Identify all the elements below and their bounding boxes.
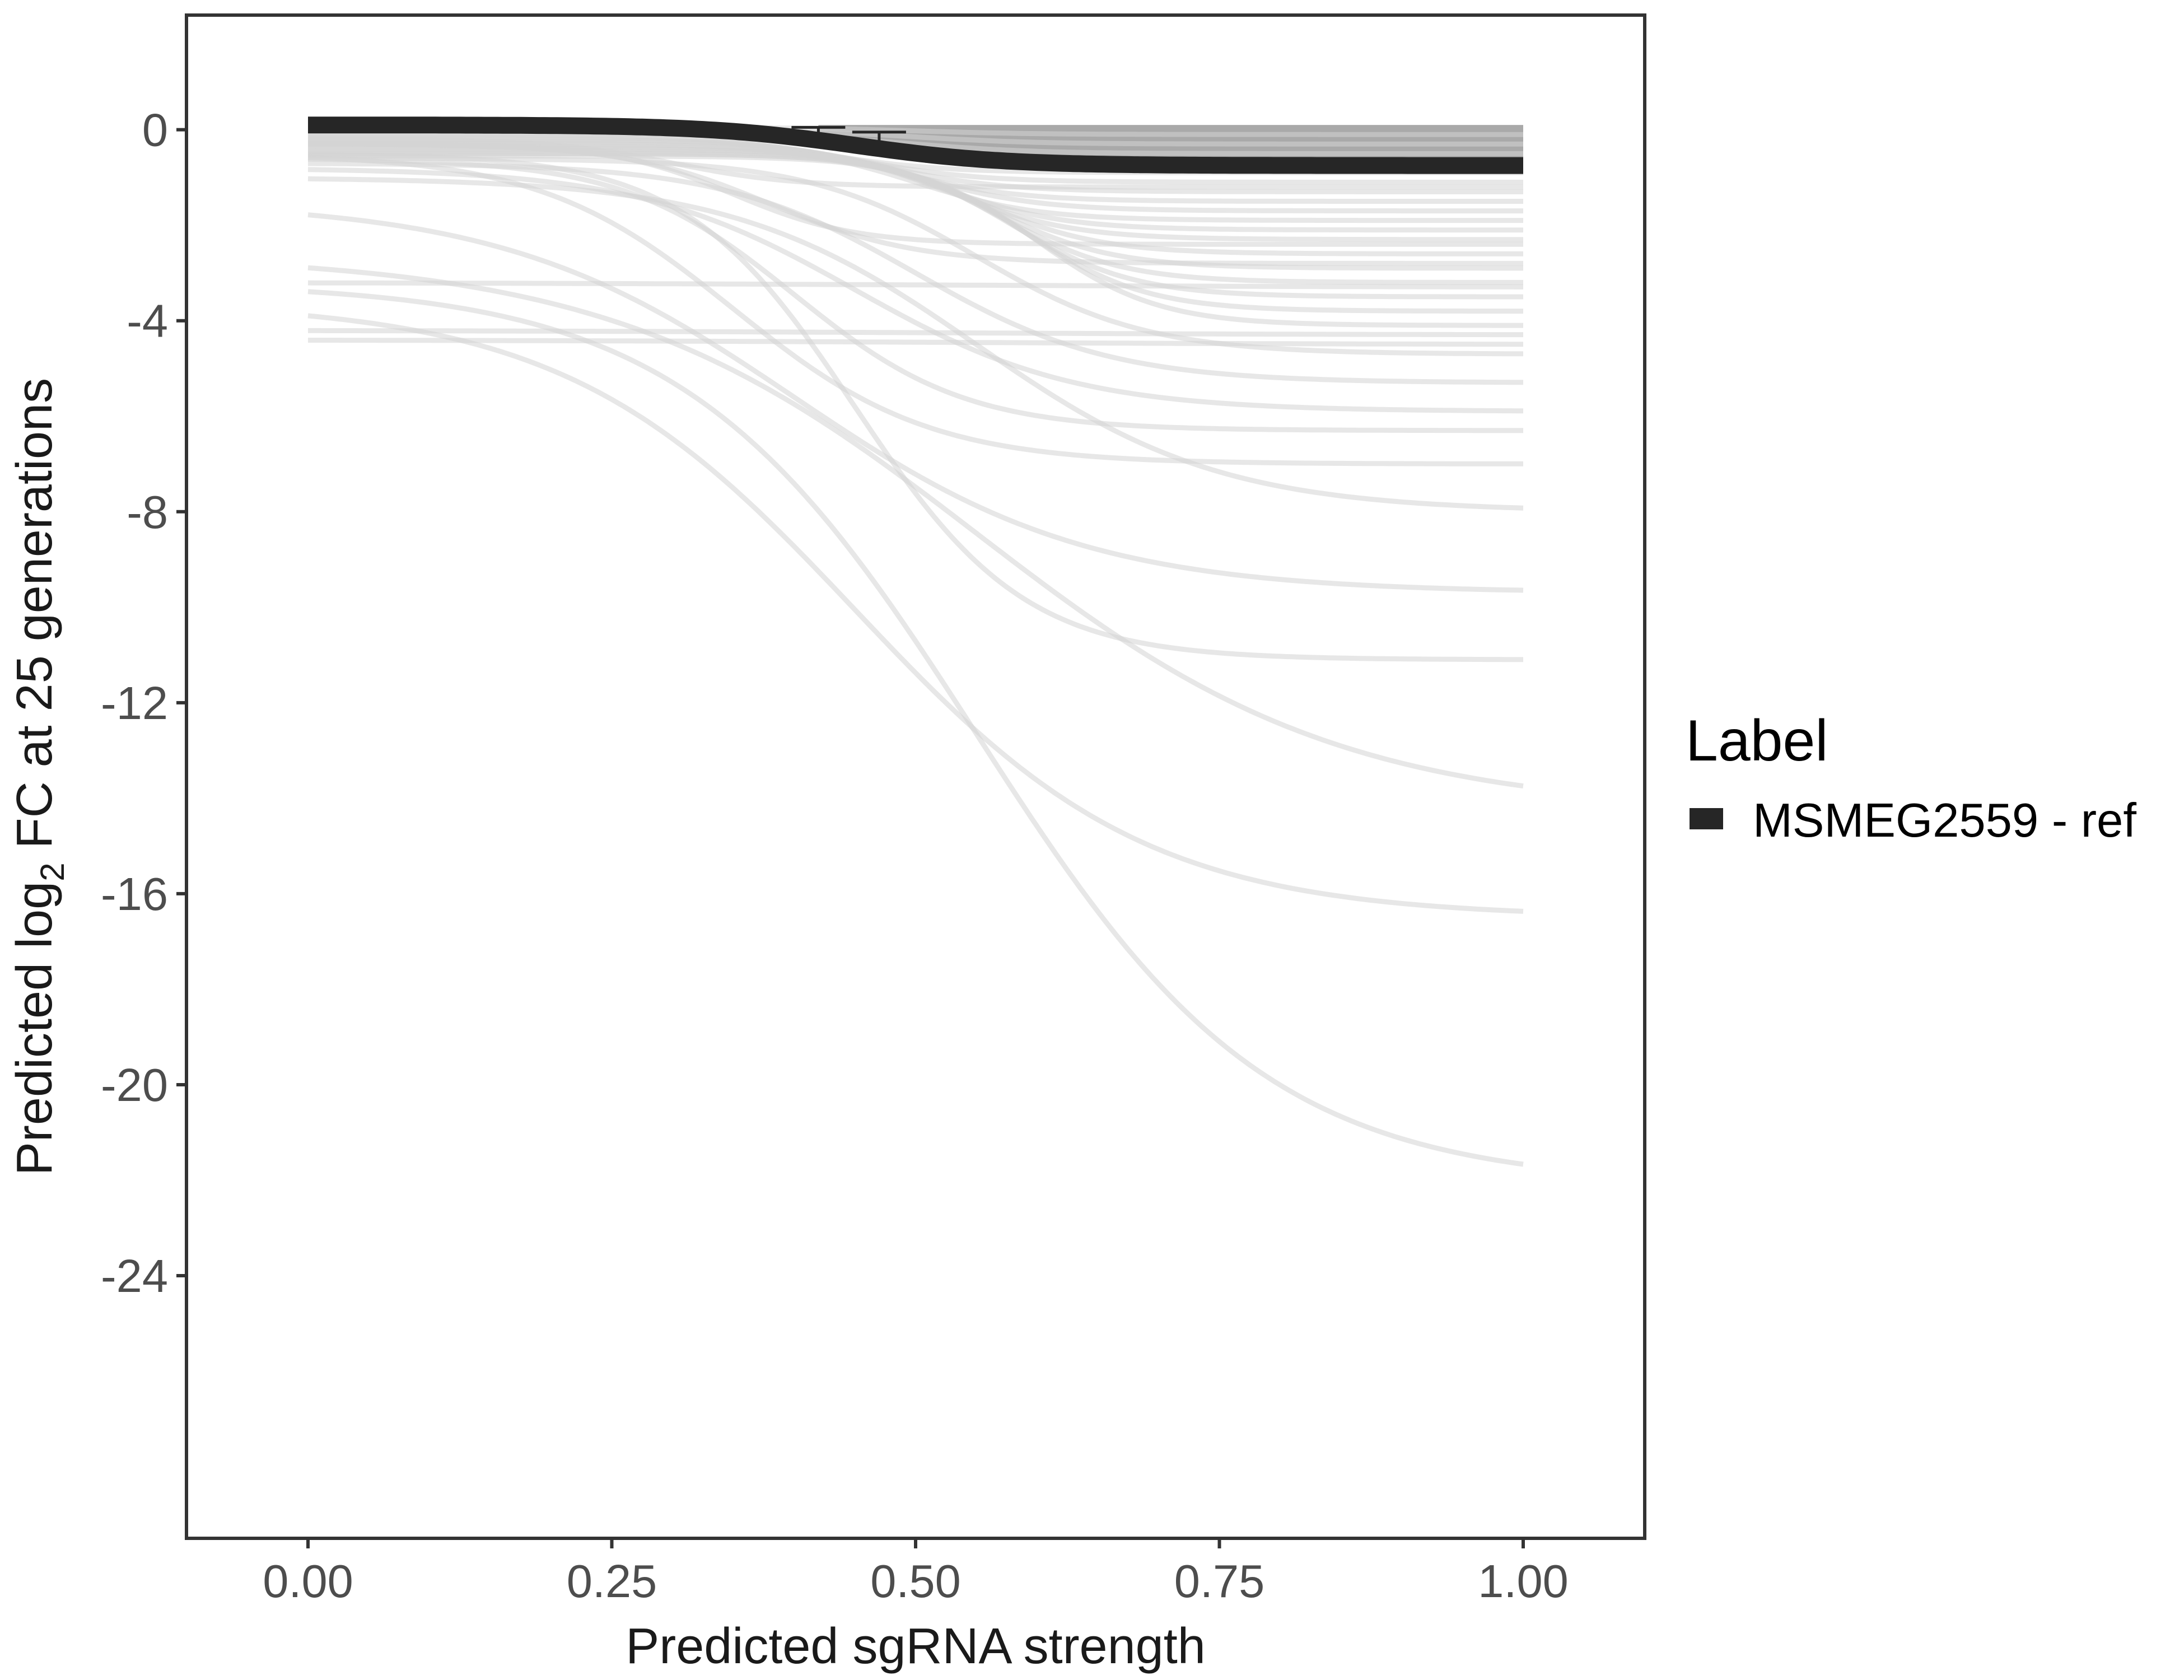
legend: Label MSMEG2559 - ref [1686, 708, 2136, 847]
background-line-27 [308, 338, 1523, 347]
y-axis-title-prefix: Predicted log [7, 881, 63, 1175]
background-line-16 [307, 167, 1523, 414]
background-line-24 [307, 289, 1524, 1167]
background-line-19 [307, 176, 1524, 511]
error-point-0 [813, 138, 824, 148]
background-line-25 [307, 280, 1523, 290]
highlight-series [308, 116, 1523, 174]
background-line-30 [308, 142, 1523, 266]
background-line-28 [308, 137, 1523, 190]
highlight-line [308, 116, 1523, 174]
background-line-13 [308, 153, 1523, 328]
background-line-21 [307, 152, 1523, 662]
legend-title: Label [1686, 708, 1828, 773]
x-tick-label-3: 0.75 [1174, 1555, 1265, 1607]
background-line-20 [307, 212, 1524, 593]
y-tick-label-2: -8 [127, 486, 168, 538]
x-tick-label-4: 1.00 [1478, 1555, 1569, 1607]
background-line-22 [307, 265, 1524, 789]
x-axis: 0.00 0.25 0.50 0.75 1.00 [263, 1538, 1569, 1607]
y-axis-title-subscript: 2 [34, 862, 71, 881]
y-axis: 0 -4 -8 -12 -16 -20 -24 [101, 104, 186, 1302]
y-tick-label-6: -24 [101, 1250, 168, 1302]
error-point-1 [874, 141, 884, 152]
x-tick-label-1: 0.25 [567, 1555, 657, 1607]
y-axis-title-suffix: FC at 25 generations [7, 378, 63, 863]
background-line-14 [308, 156, 1523, 357]
background-line-23 [307, 313, 1524, 914]
y-tick-label-4: -16 [101, 868, 168, 920]
y-axis-title: Predicted log2 FC at 25 generations [7, 378, 71, 1175]
x-axis-title: Predicted sgRNA strength [626, 1618, 1206, 1674]
legend-entry-label: MSMEG2559 - ref [1753, 794, 2136, 847]
background-line-17 [307, 156, 1523, 433]
x-tick-label-2: 0.50 [870, 1555, 961, 1607]
x-tick-label-0: 0.00 [263, 1555, 353, 1607]
y-tick-label-1: -4 [127, 295, 168, 347]
y-tick-label-3: -12 [101, 677, 168, 729]
y-tick-label-5: -20 [101, 1059, 168, 1111]
legend-key-swatch [1690, 808, 1723, 829]
background-line-26 [308, 328, 1523, 338]
y-tick-label-0: 0 [142, 104, 168, 156]
background-line-31 [308, 132, 1523, 156]
